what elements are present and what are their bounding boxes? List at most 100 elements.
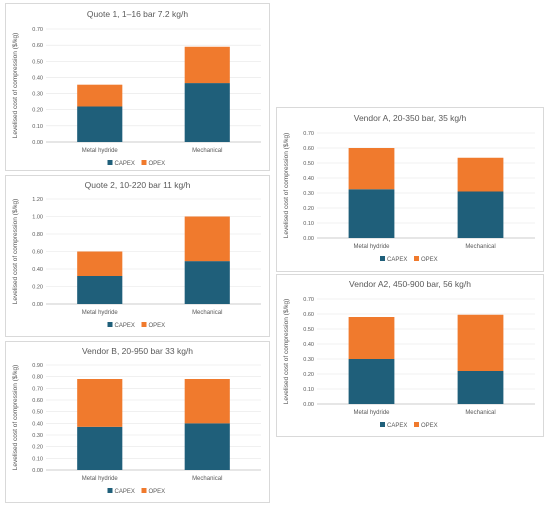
- legend-label-opex: OPEX: [149, 161, 166, 167]
- chart-title: Quote 2, 10-220 bar 11 kg/h: [85, 180, 191, 190]
- legend-swatch-opex: [141, 488, 147, 493]
- x-category-label: Mechanical: [192, 476, 222, 482]
- y-tick-label: 0.30: [32, 433, 43, 439]
- chart-svg: Quote 1, 1–16 bar 7.2 kg/h Levelised cost…: [12, 9, 261, 167]
- legend-label-capex: CAPEX: [387, 423, 407, 429]
- bar-capex-metal-hydride: [348, 359, 395, 404]
- y-tick-label: 0.20: [32, 445, 43, 451]
- x-category-label: Metal hydride: [353, 410, 390, 416]
- x-category-label: Mechanical: [192, 148, 222, 154]
- bar-opex-metal-hydride: [77, 379, 123, 427]
- y-tick-label: 0.50: [32, 410, 43, 416]
- legend-swatch-capex: [107, 322, 113, 327]
- y-axis-label: Levelised cost of compression ($/kg): [12, 365, 19, 471]
- legend-label-capex: CAPEX: [115, 489, 135, 495]
- y-tick-label: 0.40: [303, 176, 314, 182]
- y-tick-label: 0.90: [32, 363, 43, 369]
- y-tick-label: 0.50: [303, 161, 314, 167]
- y-tick-label: 0.40: [303, 342, 314, 348]
- legend-label-capex: CAPEX: [387, 257, 407, 263]
- legend-label-capex: CAPEX: [115, 161, 135, 167]
- y-axis-label: Levelised cost of compression ($/kg): [12, 33, 19, 139]
- legend-label-opex: OPEX: [421, 257, 438, 263]
- y-tick-label: 0.00: [303, 236, 314, 242]
- y-tick-label: 0.60: [32, 398, 43, 404]
- y-tick-label: 0.20: [303, 372, 314, 378]
- legend-swatch-opex: [141, 322, 147, 327]
- y-tick-label: 0.60: [32, 43, 43, 49]
- y-tick-label: 0.70: [303, 131, 314, 137]
- y-tick-label: 0.10: [303, 221, 314, 227]
- bar-capex-metal-hydride: [77, 426, 123, 470]
- y-tick-label: 0.60: [303, 312, 314, 318]
- y-tick-label: 0.40: [32, 267, 43, 273]
- x-category-label: Mechanical: [465, 244, 495, 250]
- y-tick-label: 0.00: [303, 402, 314, 408]
- bar-capex-mechanical: [457, 371, 504, 404]
- legend-swatch-capex: [107, 488, 113, 493]
- bar-capex-mechanical: [184, 423, 230, 470]
- bar-opex-metal-hydride: [77, 251, 123, 276]
- x-category-label: Metal hydride: [353, 244, 390, 250]
- y-tick-label: 0.00: [32, 140, 43, 146]
- y-tick-label: 0.00: [32, 302, 43, 308]
- bar-capex-metal-hydride: [77, 106, 123, 142]
- bar-capex-mechanical: [457, 191, 504, 238]
- y-tick-label: 0.50: [32, 59, 43, 65]
- y-tick-label: 0.80: [32, 375, 43, 381]
- y-tick-label: 0.70: [303, 297, 314, 303]
- chart-vendor-b: Vendor B, 20-950 bar 33 kg/h Levelised co…: [5, 341, 270, 503]
- bar-opex-metal-hydride: [77, 84, 123, 107]
- chart-quote-2: Quote 2, 10-220 bar 11 kg/h Levelised cos…: [5, 175, 270, 337]
- chart-svg: Vendor A2, 450-900 bar, 56 kg/h Levelised…: [283, 279, 535, 429]
- bar-opex-mechanical: [184, 379, 230, 424]
- legend-label-capex: CAPEX: [115, 323, 135, 329]
- y-tick-label: 0.10: [32, 456, 43, 462]
- chart-svg: Vendor A, 20-350 bar, 35 kg/h Levelised c…: [283, 113, 535, 263]
- y-axis-label: Levelised cost of compression ($/kg): [283, 133, 290, 239]
- x-category-label: Metal hydride: [82, 310, 119, 316]
- chart-vendor-a2: Vendor A2, 450-900 bar, 56 kg/h Levelised…: [276, 274, 544, 437]
- bar-opex-mechanical: [184, 46, 230, 84]
- y-tick-label: 0.20: [32, 108, 43, 114]
- chart-svg: Vendor B, 20-950 bar 33 kg/h Levelised co…: [12, 346, 261, 495]
- legend-label-opex: OPEX: [149, 323, 166, 329]
- y-tick-label: 1.20: [32, 197, 43, 203]
- legend-swatch-opex: [414, 422, 419, 427]
- bar-opex-metal-hydride: [348, 148, 395, 190]
- y-axis-label: Levelised cost of compression ($/kg): [283, 299, 290, 405]
- legend-swatch-capex: [380, 256, 385, 261]
- y-tick-label: 0.70: [32, 27, 43, 33]
- bar-capex-metal-hydride: [77, 276, 123, 304]
- legend-swatch-capex: [107, 160, 113, 165]
- y-tick-label: 0.40: [32, 75, 43, 81]
- y-tick-label: 1.00: [32, 215, 43, 221]
- chart-vendor-a: Vendor A, 20-350 bar, 35 kg/h Levelised c…: [276, 107, 544, 272]
- bar-opex-mechanical: [457, 157, 504, 192]
- chart-quote-1: Quote 1, 1–16 bar 7.2 kg/h Levelised cost…: [5, 3, 270, 171]
- y-tick-label: 0.10: [32, 124, 43, 130]
- legend-label-opex: OPEX: [421, 423, 438, 429]
- x-category-label: Metal hydride: [82, 476, 119, 482]
- chart-svg: Quote 2, 10-220 bar 11 kg/h Levelised cos…: [12, 180, 261, 329]
- y-tick-label: 0.10: [303, 387, 314, 393]
- chart-title: Vendor A, 20-350 bar, 35 kg/h: [354, 113, 467, 123]
- x-category-label: Metal hydride: [82, 148, 119, 154]
- legend-label-opex: OPEX: [149, 489, 166, 495]
- bar-capex-mechanical: [184, 261, 230, 304]
- y-tick-label: 0.20: [303, 206, 314, 212]
- bar-capex-mechanical: [184, 83, 230, 142]
- y-tick-label: 0.60: [303, 146, 314, 152]
- bar-capex-metal-hydride: [348, 189, 395, 238]
- chart-title: Quote 1, 1–16 bar 7.2 kg/h: [87, 9, 188, 19]
- bar-opex-metal-hydride: [348, 317, 395, 359]
- y-tick-label: 0.20: [32, 285, 43, 291]
- y-tick-label: 0.50: [303, 327, 314, 333]
- legend-swatch-opex: [141, 160, 147, 165]
- legend-swatch-capex: [380, 422, 385, 427]
- y-tick-label: 0.40: [32, 421, 43, 427]
- y-tick-label: 0.60: [32, 250, 43, 256]
- y-tick-label: 0.80: [32, 232, 43, 238]
- legend-swatch-opex: [414, 256, 419, 261]
- chart-title: Vendor A2, 450-900 bar, 56 kg/h: [349, 279, 471, 289]
